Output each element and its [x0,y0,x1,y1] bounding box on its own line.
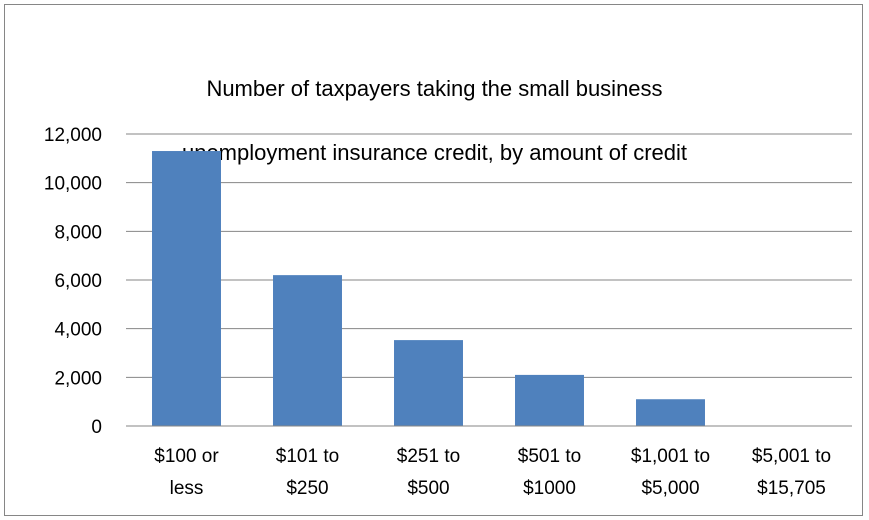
chart-title-line-1: Number of taxpayers taking the small bus… [206,76,663,101]
bar [152,151,221,427]
x-category-label: $500 [407,478,449,499]
chart-frame: Number of taxpayers taking the small bus… [4,4,863,516]
bar [394,340,463,426]
y-tick-label: 12,000 [44,125,102,146]
y-tick-label: 0 [91,417,102,438]
x-category-label: $15,705 [757,478,826,499]
y-tick-label: 6,000 [54,271,102,292]
y-tick-label: 8,000 [54,222,102,243]
x-category-label: less [170,478,204,499]
x-category-label: $101 to [276,446,339,467]
y-tick-label: 10,000 [44,174,102,195]
x-category-label: $250 [286,478,328,499]
y-tick-label: 2,000 [54,368,102,389]
x-category-label: $501 to [518,446,581,467]
x-category-label: $251 to [397,446,460,467]
bar [273,275,342,426]
x-category-label: $1,001 to [631,446,710,467]
bar [636,399,705,426]
x-category-label: $5,001 to [752,446,831,467]
y-tick-label: 4,000 [54,320,102,341]
x-category-label: $5,000 [641,478,699,499]
x-category-label: $1000 [523,478,576,499]
bar [515,374,584,426]
x-category-label: $100 or [154,446,219,467]
